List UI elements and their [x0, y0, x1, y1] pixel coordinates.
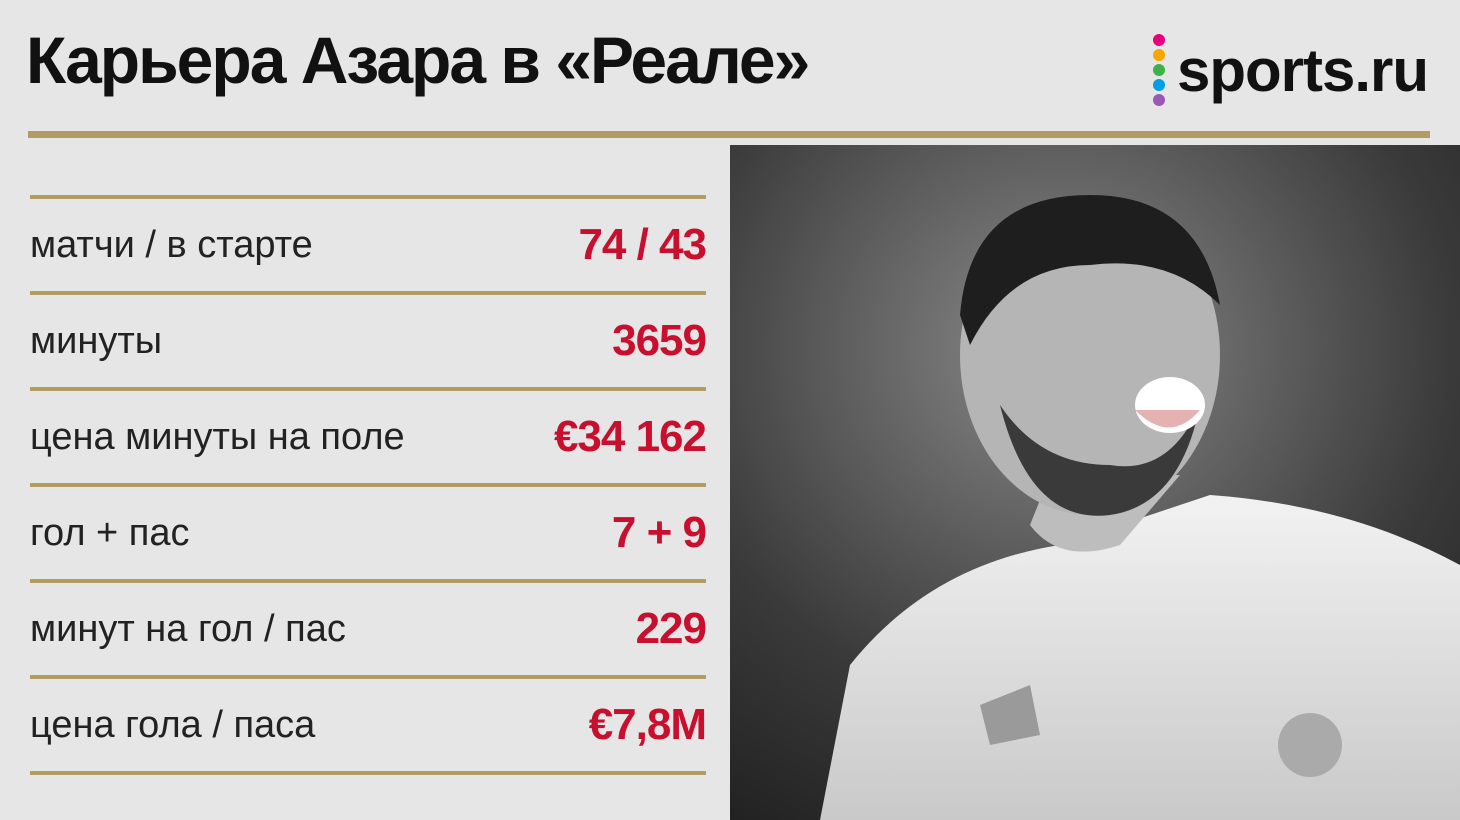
- logo-dots: [1152, 34, 1165, 106]
- divider: [28, 131, 1430, 138]
- stat-value: €7,8М: [588, 700, 707, 749]
- stat-row: гол + пас 7 + 9: [30, 483, 707, 579]
- stat-row: минуты 3659: [30, 291, 707, 387]
- stat-value: 74 / 43: [578, 220, 707, 269]
- player-photo: [730, 145, 1460, 820]
- stat-value: 229: [635, 604, 707, 653]
- stat-label: гол + пас: [30, 511, 190, 554]
- stat-row: минут на гол / пас 229: [30, 579, 707, 675]
- stat-label: матчи / в старте: [30, 223, 313, 266]
- stat-label: цена минуты на поле: [30, 415, 405, 458]
- stat-value: 7 + 9: [611, 508, 707, 557]
- logo: sports.ru: [1152, 30, 1429, 110]
- stat-value: €34 162: [553, 412, 707, 461]
- stat-row: матчи / в старте 74 / 43: [30, 195, 707, 291]
- title: Карьера Азара в «Реале»: [26, 23, 810, 97]
- stat-row: цена гола / паса €7,8М: [30, 675, 707, 775]
- stat-label: минут на гол / пас: [30, 607, 346, 650]
- stat-label: цена гола / паса: [30, 703, 316, 746]
- stat-label: минуты: [30, 319, 163, 362]
- stat-value: 3659: [612, 316, 707, 365]
- stat-row: цена минуты на поле €34 162: [30, 387, 707, 483]
- logo-text: sports.ru: [1176, 36, 1429, 104]
- stats-table: матчи / в старте 74 / 43 минуты 3659 цена ми…: [30, 195, 707, 775]
